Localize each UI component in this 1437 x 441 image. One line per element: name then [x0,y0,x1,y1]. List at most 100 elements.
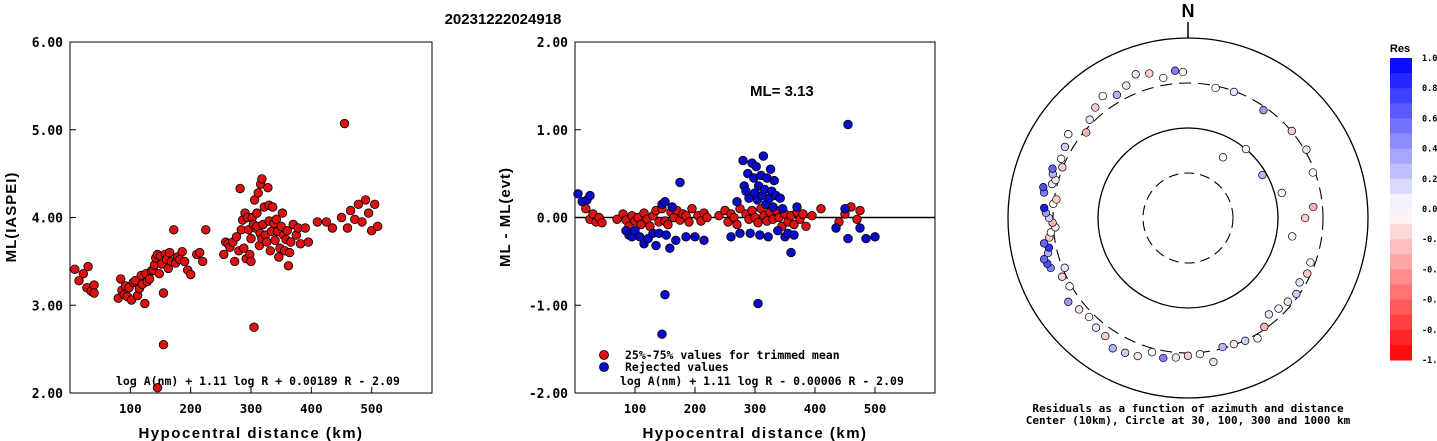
station-point [177,246,187,257]
x-tick-label: 300 [240,401,263,416]
colorbar-title: Res [1390,43,1410,55]
station-point [312,217,323,227]
azimuth-station-point [1147,348,1157,357]
rejected-residual-point [667,202,677,212]
ml-formula-left: log A(nm) + 1.11 log R + 0.00189 R - 2.0… [116,374,400,388]
y-tick-label: 3.00 [32,299,63,314]
azimuth-station-point [1159,73,1168,83]
azimuth-station-point [1183,351,1193,360]
ring-300km [1052,82,1324,354]
colorbar-cell [1390,239,1412,255]
station-point [194,247,205,258]
rejected-residual-point [773,225,783,236]
rejected-residual-point [855,223,865,233]
azimuth-station-point [1039,255,1049,264]
azimuth-station-point [1287,126,1296,136]
rejected-residual-point [735,228,745,239]
azimuth-station-point [1112,90,1122,100]
station-point [152,383,163,393]
azimuth-station-point [1091,103,1100,112]
azimuth-residual-panel: N Residuals as a function of azimuth and… [1007,1,1369,427]
colorbar-ticks: 1.0 0.8 0.6 0.4 0.2 0.0 -0.2 -0.4 -0.6 -0.8 -1.0 [1422,54,1437,366]
station-point [89,288,99,298]
colorbar-tick-label: -0.4 [1422,265,1437,275]
azimuth-station-point [1288,232,1297,241]
rejected-residual-point [732,196,742,207]
station-point [327,223,338,233]
ml-vs-distance-ticks: 100 200 300 400 500 2.00 3.00 4.00 5.00 6.00 [32,36,383,416]
azimuth-station-point [1098,91,1107,101]
y-tick-label: 6.00 [32,36,63,51]
station-point [268,202,278,212]
north-label: N [1182,1,1195,21]
azimuth-points [1039,66,1318,367]
station-point [219,249,229,260]
rejected-residual-point [840,203,850,214]
station-point [321,217,332,227]
station-point [169,225,179,235]
station-point [252,208,262,218]
azimuth-station-point [1133,351,1142,361]
accepted-residual-point [687,203,697,214]
x-tick-label: 400 [804,401,827,416]
x-axis-label-middle: Hypocentral distance (km) [642,425,867,441]
colorbar-tick-label: -0.6 [1422,296,1437,306]
station-point [370,199,380,210]
rejected-residual-point [765,164,776,174]
azimuth-station-point [1218,342,1227,352]
y-tick-label: 0.00 [537,212,568,227]
station-point [115,274,126,284]
accepted-residual-point [852,214,862,225]
rejected-residual-point [745,228,755,239]
colorbar-cell [1390,344,1412,361]
azimuth-station-point [1295,278,1304,287]
station-point [303,237,314,247]
rejected-residual-point [657,329,667,339]
rejected-residual-point [758,151,769,161]
rejected-residual-point [738,155,748,166]
station-point [158,288,169,298]
rejected-residual-point [573,189,583,199]
colorbar-cell [1390,329,1412,346]
station-point [253,188,263,198]
rejected-residual-point [777,203,788,214]
station-point [201,225,211,235]
event-magnitude-annotation: ML= 3.13 [750,83,814,100]
azimuth-station-point [1056,154,1066,163]
rejected-residual-point [755,230,765,240]
event-id-title: 20231222024918 [445,11,562,28]
station-point [342,223,353,233]
residual-colorbar: Res 1.0 0.8 0.6 0.4 0.2 0.0 -0.2 -0.4 -0.6 -0.8 -1… [1390,43,1437,366]
colorbar-tick-label: -0.2 [1422,235,1437,245]
x-tick-label: 200 [684,401,707,416]
azimuth-station-point [1122,81,1131,90]
x-tick-label: 200 [179,401,202,416]
rejected-residual-point [861,233,871,244]
ring-30km [1142,172,1234,264]
station-point [144,274,155,284]
station-point [231,232,242,242]
accepted-residual-point [684,217,694,227]
accepted-residual-point [732,219,742,230]
x-tick-label: 100 [624,401,647,416]
polar-caption-line-1: Residuals as a function of azimuth and d… [1032,402,1344,415]
azimuth-station-point [1178,67,1188,77]
accepted-residual-point [663,219,673,230]
azimuth-station-point [1309,202,1318,212]
colorbar-cell [1390,193,1412,210]
accepted-residual-point [753,218,763,228]
station-point [78,269,89,279]
azimuth-station-point [1064,130,1073,139]
y-tick-label: 2.00 [537,36,568,51]
azimuth-station-point [1101,331,1110,341]
azimuth-station-point [1209,357,1218,367]
station-point [197,256,208,267]
azimuth-station-point [1259,106,1268,115]
azimuth-station-point [1065,282,1074,291]
azimuth-station-point [1277,188,1286,198]
accepted-residual-point [789,219,799,230]
station-point [339,118,350,129]
azimuth-station-point [1085,115,1094,124]
station-point [74,276,84,286]
